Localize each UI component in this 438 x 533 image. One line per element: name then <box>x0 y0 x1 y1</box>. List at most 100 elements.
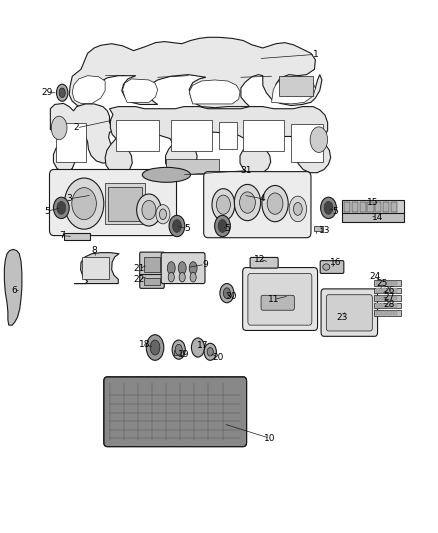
Text: 31: 31 <box>240 166 252 175</box>
Ellipse shape <box>59 88 65 98</box>
Ellipse shape <box>178 262 186 274</box>
Ellipse shape <box>215 215 230 237</box>
Bar <box>374 295 401 301</box>
Text: 15: 15 <box>367 198 379 207</box>
Text: 10: 10 <box>264 434 275 442</box>
Bar <box>174 350 183 355</box>
Ellipse shape <box>190 272 196 282</box>
FancyBboxPatch shape <box>320 261 344 273</box>
Ellipse shape <box>150 340 160 355</box>
Text: 13: 13 <box>319 226 331 235</box>
Text: 30: 30 <box>226 292 237 301</box>
Text: 11: 11 <box>268 295 279 304</box>
Polygon shape <box>105 107 331 175</box>
Bar <box>144 278 160 285</box>
Bar <box>376 311 380 315</box>
Bar <box>144 257 160 272</box>
Text: 1: 1 <box>312 50 318 59</box>
Text: 12: 12 <box>254 255 265 263</box>
Polygon shape <box>69 37 322 108</box>
FancyBboxPatch shape <box>248 273 312 325</box>
FancyBboxPatch shape <box>104 377 247 447</box>
Bar <box>352 202 358 212</box>
Text: 5: 5 <box>44 207 50 215</box>
Bar <box>82 257 109 279</box>
Text: 5: 5 <box>184 224 190 233</box>
Bar <box>375 202 381 212</box>
Bar <box>393 303 397 308</box>
FancyBboxPatch shape <box>243 268 318 330</box>
Bar <box>393 288 397 293</box>
FancyBboxPatch shape <box>250 257 278 268</box>
Polygon shape <box>74 253 119 284</box>
Bar <box>360 202 366 212</box>
Text: 22: 22 <box>134 275 145 284</box>
Polygon shape <box>4 249 22 325</box>
Ellipse shape <box>175 344 182 355</box>
Ellipse shape <box>240 192 255 213</box>
Ellipse shape <box>289 196 307 222</box>
Bar <box>381 288 386 293</box>
Text: 8: 8 <box>91 246 97 255</box>
Text: 18: 18 <box>139 340 150 349</box>
Polygon shape <box>272 76 315 104</box>
Text: 28: 28 <box>383 300 395 309</box>
Ellipse shape <box>142 167 191 182</box>
Bar <box>376 288 380 293</box>
Ellipse shape <box>137 194 161 226</box>
Bar <box>171 120 212 151</box>
Bar <box>387 296 392 300</box>
FancyBboxPatch shape <box>261 295 294 310</box>
Bar <box>374 288 401 293</box>
Ellipse shape <box>234 184 261 221</box>
Bar <box>367 202 374 212</box>
Bar <box>291 124 323 162</box>
Bar <box>374 310 401 316</box>
Text: 9: 9 <box>202 260 208 269</box>
Text: 16: 16 <box>330 258 341 266</box>
Ellipse shape <box>159 209 166 220</box>
Ellipse shape <box>146 335 164 360</box>
Polygon shape <box>123 79 158 102</box>
Text: 25: 25 <box>376 279 388 288</box>
Ellipse shape <box>173 220 181 232</box>
Ellipse shape <box>51 116 67 140</box>
Bar <box>105 183 145 224</box>
Ellipse shape <box>216 195 230 214</box>
Ellipse shape <box>293 203 302 215</box>
Polygon shape <box>189 80 240 104</box>
Bar <box>376 303 380 308</box>
Ellipse shape <box>223 288 230 298</box>
Bar <box>279 76 313 96</box>
Ellipse shape <box>156 205 170 224</box>
Text: 5: 5 <box>332 207 338 215</box>
Text: 24: 24 <box>369 272 381 280</box>
Bar <box>393 281 397 285</box>
Ellipse shape <box>262 185 288 222</box>
Bar <box>383 202 389 212</box>
Ellipse shape <box>142 200 156 220</box>
Text: 17: 17 <box>197 341 208 350</box>
Bar <box>391 202 397 212</box>
Ellipse shape <box>169 215 185 237</box>
Text: 29: 29 <box>42 88 53 97</box>
Bar <box>387 288 392 293</box>
Ellipse shape <box>220 284 234 303</box>
Text: 7: 7 <box>59 231 65 240</box>
Ellipse shape <box>53 197 69 219</box>
Bar <box>344 202 350 212</box>
Bar <box>219 122 237 149</box>
Bar <box>166 159 219 174</box>
Ellipse shape <box>204 343 216 360</box>
Bar <box>64 233 90 240</box>
Bar <box>393 296 397 300</box>
Ellipse shape <box>72 188 96 220</box>
Bar <box>374 280 401 286</box>
FancyBboxPatch shape <box>321 289 378 336</box>
Ellipse shape <box>64 178 104 229</box>
Bar <box>381 296 386 300</box>
Bar <box>387 281 392 285</box>
Ellipse shape <box>310 127 328 152</box>
Bar <box>376 281 380 285</box>
Bar <box>387 311 392 315</box>
